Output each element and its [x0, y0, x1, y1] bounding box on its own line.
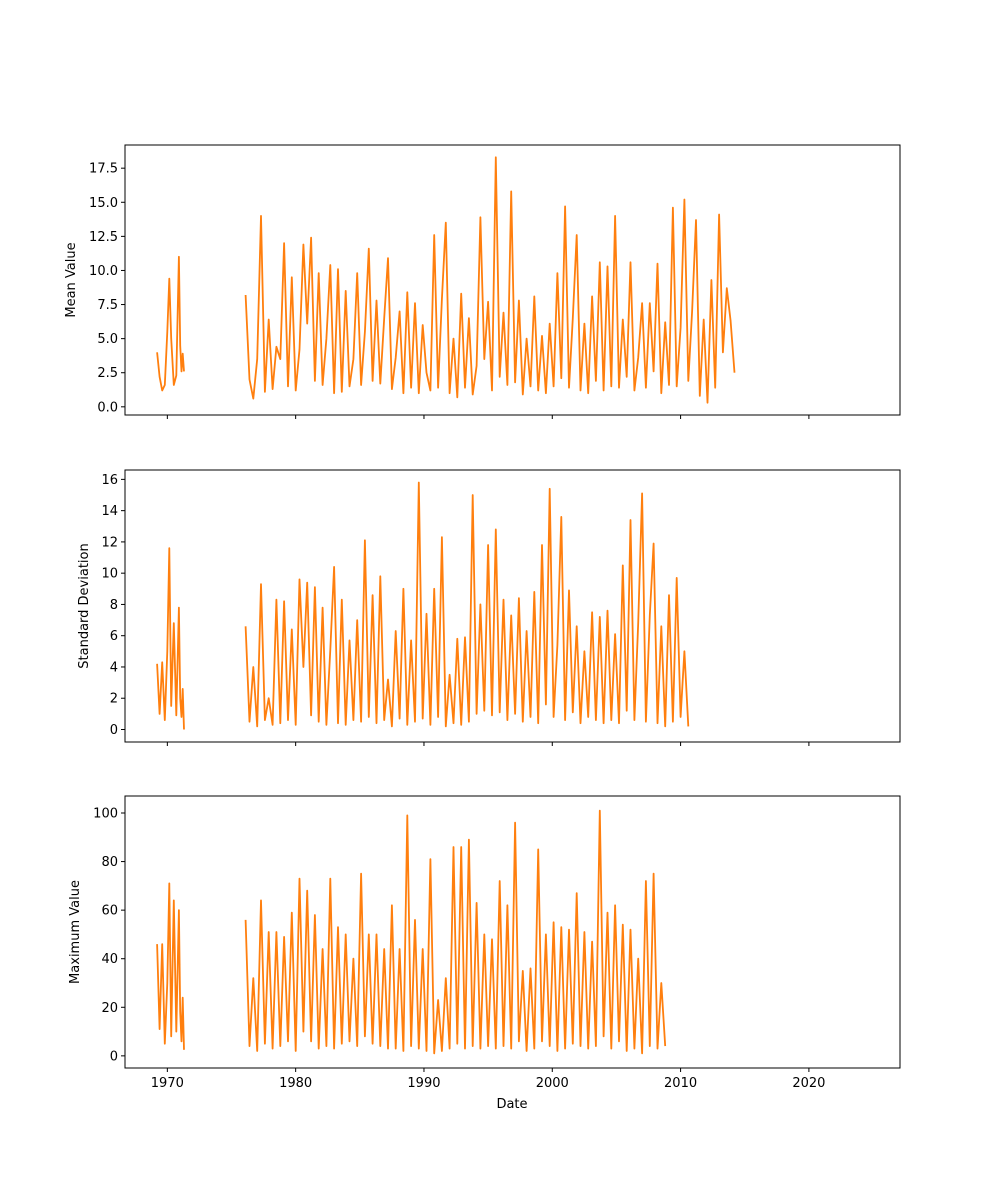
y-tick-label: 12	[101, 535, 118, 550]
standard-deviation-axes-frame	[124, 469, 901, 743]
y-tick-label: 60	[101, 904, 118, 919]
y-tick-label: 5.0	[97, 332, 118, 347]
y-tick-label: 17.5	[89, 162, 118, 177]
y-tick-label: 7.5	[97, 298, 118, 313]
y-tick-label: 10	[101, 567, 118, 582]
y-tick-label: 20	[101, 1001, 118, 1016]
mean-value-axes-frame	[124, 144, 901, 416]
series-line-segment	[156, 255, 185, 392]
y-tick-label: 100	[93, 807, 118, 822]
y-tick-label: 15.0	[89, 196, 118, 211]
series-line-segment	[156, 882, 185, 1050]
standard-deviation-y-axis-label: Standard Deviation	[77, 543, 92, 668]
series-line-segment	[244, 481, 690, 728]
y-tick-label: 0	[110, 723, 118, 738]
y-tick-label: 2	[110, 692, 118, 707]
mean-value-plot-area	[156, 156, 736, 404]
y-tick-label: 0	[110, 1049, 118, 1064]
standard-deviation-panel: 0 2 4 6 8 10 12 14 16 Standard Deviation	[77, 469, 901, 746]
y-tick-label: 80	[101, 855, 118, 870]
maximum-value-ticks: 0 20 40 60 80 100 1970 1980 1990 2000 2010 2020	[93, 807, 825, 1092]
mean-value-ticks: 0.0 2.5 5.0 7.5 10.0 12.5 15.0 17.5	[89, 162, 810, 419]
y-tick-label: 16	[101, 473, 118, 488]
standard-deviation-plot-area	[156, 481, 690, 730]
y-tick-label: 12.5	[89, 230, 118, 245]
series-line-segment	[244, 809, 667, 1055]
y-tick-label: 2.5	[97, 366, 118, 381]
mean-value-y-axis-label: Mean Value	[64, 242, 79, 317]
maximum-value-panel: 0 20 40 60 80 100 1970 1980 1990 2000 2010 2020 Max…	[68, 795, 901, 1112]
maximum-value-plot-area	[156, 809, 667, 1055]
series-line-segment	[244, 156, 736, 404]
y-tick-label: 0.0	[97, 400, 118, 415]
x-tick-label: 1980	[279, 1076, 312, 1091]
mean-value-panel: 0.0 2.5 5.0 7.5 10.0 12.5 15.0 17.5 Mean Value	[64, 144, 901, 419]
series-line-segment	[156, 547, 185, 730]
x-tick-label: 2020	[792, 1076, 825, 1091]
maximum-value-axes-frame	[124, 795, 901, 1069]
y-tick-label: 10.0	[89, 264, 118, 279]
x-tick-label: 1970	[151, 1076, 184, 1091]
y-tick-label: 8	[110, 598, 118, 613]
maximum-value-y-axis-label: Maximum Value	[68, 880, 83, 984]
date-x-axis-label: Date	[496, 1097, 527, 1112]
y-tick-label: 4	[110, 660, 118, 675]
y-tick-label: 14	[101, 504, 118, 519]
y-tick-label: 40	[101, 952, 118, 967]
x-tick-label: 2000	[536, 1076, 569, 1091]
x-tick-label: 1990	[407, 1076, 440, 1091]
standard-deviation-ticks: 0 2 4 6 8 10 12 14 16	[101, 473, 810, 746]
y-tick-label: 6	[110, 629, 118, 644]
x-tick-label: 2010	[664, 1076, 697, 1091]
